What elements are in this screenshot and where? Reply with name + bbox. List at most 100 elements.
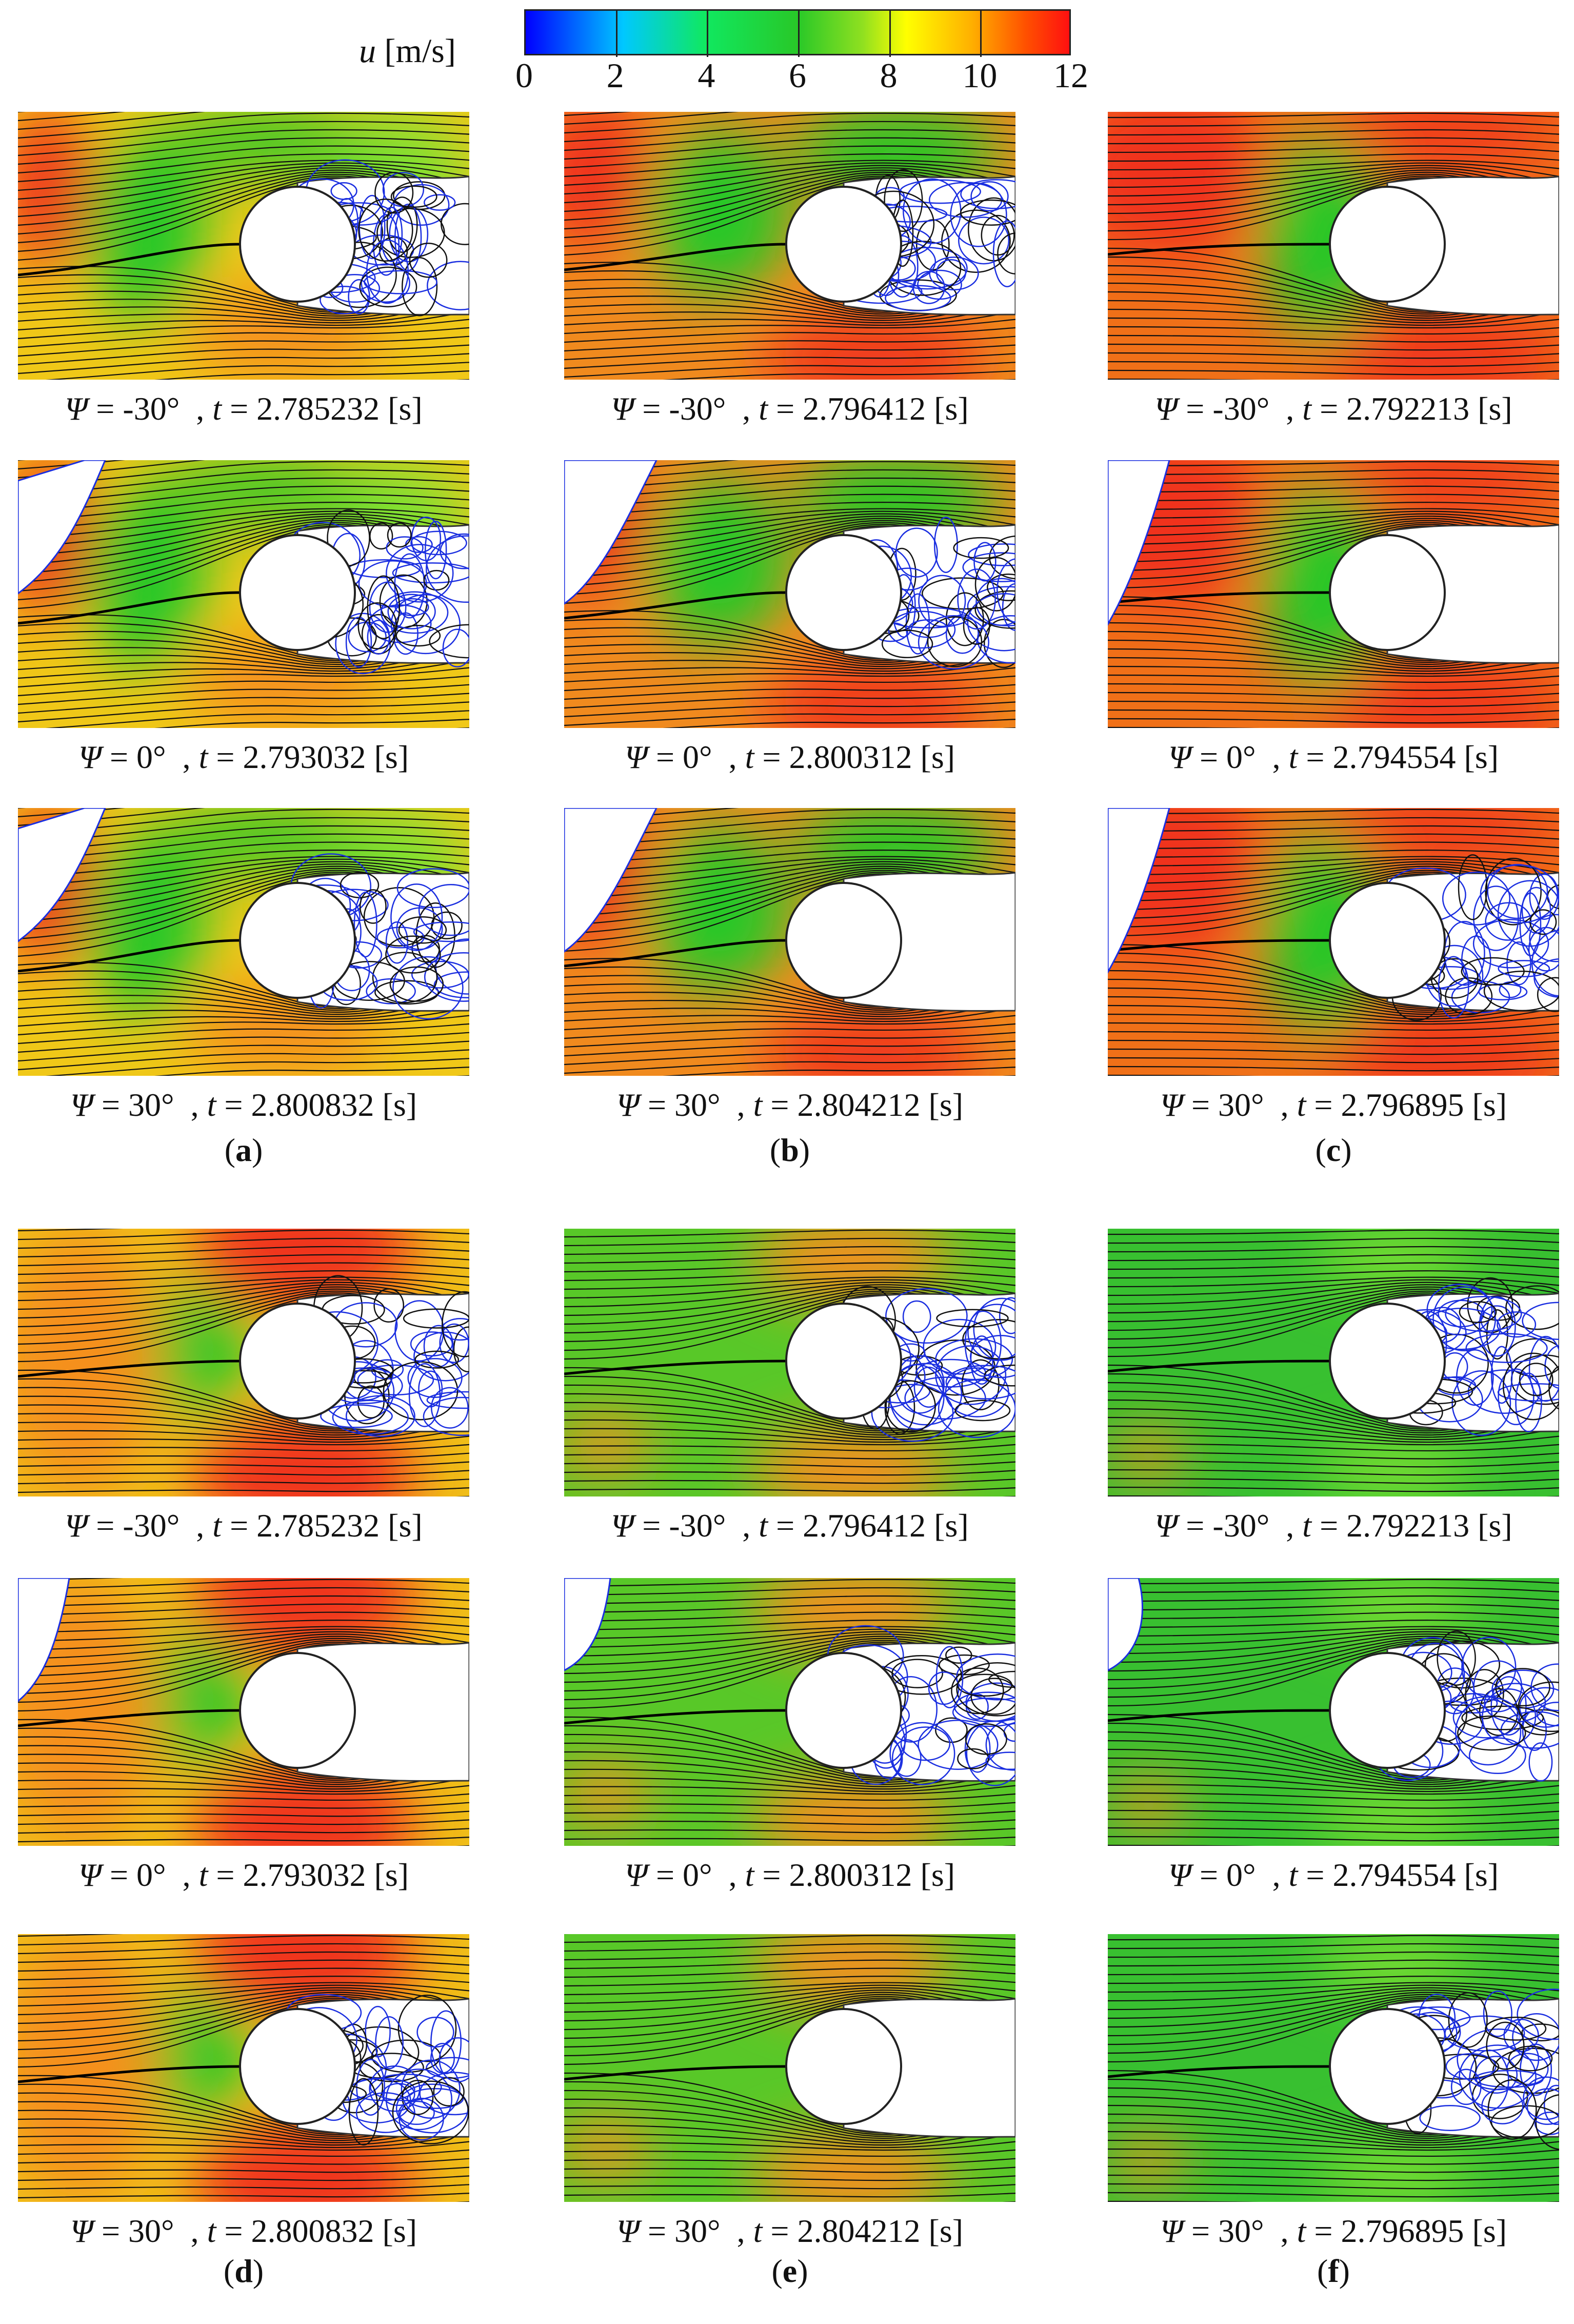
subfigure-letter: b (781, 1132, 799, 1168)
psi-value: 30 (128, 1087, 162, 1123)
cylinder-cross-section (1329, 1652, 1446, 1769)
streamline-panel (1108, 460, 1559, 728)
colorbar-unit: [m/s] (384, 32, 456, 70)
streamline-panel (564, 1229, 1015, 1496)
streamline-panel (1108, 1229, 1559, 1496)
cavity-region (1108, 460, 1170, 626)
panel-caption: Ψ = 30° , t = 2.800832 [s] (70, 2213, 417, 2249)
cylinder-cross-section (239, 534, 356, 651)
subfigure-label: (b) (769, 1132, 810, 1168)
streamline-panel (18, 1578, 469, 1846)
psi-value: -30 (669, 1507, 713, 1544)
cylinder-cross-section (1329, 1303, 1446, 1420)
time-value: 2.793032 (243, 1857, 366, 1893)
streamline-panel (564, 112, 1015, 380)
cylinder-cross-section (785, 1652, 902, 1769)
cylinder-cross-section (1329, 882, 1446, 999)
psi-value: 30 (128, 2213, 162, 2249)
cylinder-cross-section (785, 2008, 902, 2125)
cavity-region (18, 808, 106, 942)
panel-caption: Ψ = -30° , t = 2.792213 [s] (1154, 1507, 1512, 1544)
panel-caption: Ψ = 0° , t = 2.794554 [s] (1168, 739, 1499, 775)
psi-value: -30 (1212, 390, 1257, 427)
panel-caption: Ψ = -30° , t = 2.796412 [s] (611, 390, 969, 427)
time-value: 2.792213 (1346, 1507, 1470, 1544)
panel-caption: Ψ = 0° , t = 2.800312 [s] (624, 739, 955, 775)
panel-caption: Ψ = 0° , t = 2.794554 [s] (1168, 1857, 1499, 1893)
panel-caption: Ψ = 0° , t = 2.793032 [s] (78, 1857, 409, 1893)
streamline-panel (1108, 1934, 1559, 2202)
psi-value: 30 (1218, 1087, 1251, 1123)
streamline-panel (18, 808, 469, 1076)
cylinder-cross-section (1329, 2008, 1446, 2125)
colorbar-variable: u (359, 32, 376, 70)
time-value: 2.796412 (803, 390, 926, 427)
psi-value: 0 (136, 1857, 153, 1893)
subfigure-label: (a) (224, 1132, 263, 1168)
colorbar-tick-label: 2 (606, 56, 624, 95)
time-value: 2.800832 (251, 1087, 374, 1123)
subfigure-letter: c (1326, 1132, 1341, 1168)
stagnation-streamline (18, 1360, 241, 1378)
time-value: 2.794554 (1332, 739, 1456, 775)
time-value: 2.792213 (1346, 390, 1470, 427)
cylinder-cross-section (239, 882, 356, 999)
streamline-panel (564, 808, 1015, 1076)
stagnation-streamline (564, 2065, 787, 2081)
cylinder-cross-section (239, 186, 356, 303)
colorbar-tick-label: 0 (515, 56, 533, 95)
cylinder-cross-section (785, 882, 902, 999)
panel-caption: Ψ = 0° , t = 2.793032 [s] (78, 739, 409, 775)
psi-value: -30 (123, 390, 167, 427)
psi-value: 30 (674, 2213, 708, 2249)
streamline-panel (1108, 1578, 1559, 1846)
colorbar-gradient (524, 9, 1071, 57)
velocity-colorbar: u [m/s] 0 2 4 6 8 10 12 (0, 0, 1574, 97)
cylinder-cross-section (785, 1303, 902, 1420)
panel-caption: Ψ = 30° , t = 2.804212 [s] (616, 2213, 964, 2249)
time-value: 2.794554 (1332, 1857, 1456, 1893)
colorbar-variable-label: u [m/s] (359, 32, 456, 71)
cylinder-cross-section (239, 1652, 356, 1769)
psi-value: 30 (1218, 2213, 1251, 2249)
cavity-region (1108, 808, 1170, 974)
cylinder-cross-section (239, 1303, 356, 1420)
time-value: 2.804212 (797, 2213, 921, 2249)
time-value: 2.785232 (256, 1507, 380, 1544)
psi-value: 0 (136, 739, 153, 775)
streamlines (564, 808, 1015, 1076)
cylinder-cross-section (1329, 186, 1446, 303)
cavity-region (1108, 1578, 1143, 1671)
subfigure-letter: e (782, 2253, 798, 2289)
subfigure-label: (d) (223, 2253, 264, 2289)
streamline-panel (564, 1934, 1015, 2202)
stagnation-streamline (18, 591, 241, 625)
cylinder-cross-section (785, 186, 902, 303)
panel-caption: Ψ = 30° , t = 2.796895 [s] (1160, 2213, 1507, 2249)
cavity-region (18, 460, 106, 595)
stagnation-streamline (1108, 1709, 1330, 1722)
cavity-region (564, 1578, 611, 1671)
psi-value: 30 (674, 1087, 708, 1123)
streamline-panel (18, 1934, 469, 2202)
colorbar-tick (798, 11, 800, 57)
panel-caption: Ψ = -30° , t = 2.796412 [s] (611, 1507, 969, 1544)
streamlines (564, 1578, 1015, 1846)
stagnation-streamline (564, 939, 787, 968)
streamline-panel (18, 112, 469, 380)
cavity-region (564, 460, 658, 605)
stagnation-streamline (1108, 243, 1330, 256)
subfigure-label: (f) (1317, 2253, 1350, 2289)
cylinder-cross-section (1329, 534, 1446, 651)
time-value: 2.800832 (251, 2213, 374, 2249)
panel-caption: Ψ = -30° , t = 2.785232 [s] (65, 390, 423, 427)
subfigure-label: (c) (1315, 1132, 1352, 1168)
psi-value: 0 (683, 1857, 700, 1893)
psi-value: -30 (669, 390, 713, 427)
panel-caption: Ψ = 30° , t = 2.804212 [s] (616, 1087, 964, 1123)
stagnation-streamline (1108, 2065, 1330, 2078)
panel-caption: Ψ = -30° , t = 2.785232 [s] (65, 1507, 423, 1544)
stagnation-streamline (18, 1709, 241, 1727)
time-value: 2.785232 (256, 390, 380, 427)
